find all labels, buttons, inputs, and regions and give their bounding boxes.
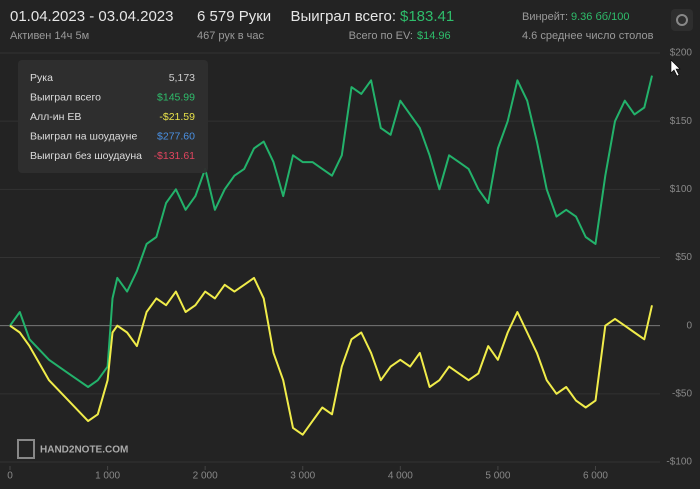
y-tick-label: $50: [675, 252, 692, 263]
settings-button[interactable]: [671, 9, 693, 31]
series-line: [9, 75, 653, 388]
tables: 4.6 среднее число столов: [522, 30, 654, 42]
tooltip-label: Выиграл всего: [30, 91, 101, 103]
logo-icon: [17, 439, 35, 459]
x-tick-label: 2 000: [193, 471, 218, 482]
ev-label: Всего по EV:: [349, 30, 413, 42]
x-tick-label: 0: [7, 471, 13, 482]
series-line: [9, 276, 653, 436]
settings-icon: [676, 14, 688, 26]
y-tick-label: $200: [670, 48, 693, 59]
ev-value: $14.96: [417, 30, 451, 42]
date-range: 01.04.2023 - 03.04.2023: [10, 8, 173, 25]
y-tick-label: -$50: [672, 388, 692, 399]
x-tick-label: 1 000: [95, 471, 120, 482]
tooltip-label: Выиграл без шоудауна: [30, 150, 142, 162]
tooltip-label: Рука: [30, 72, 53, 84]
y-tick-label: -$100: [666, 457, 692, 468]
winrate-value: 9.36 бб/100: [571, 11, 629, 23]
tooltip-value: $145.99: [157, 91, 195, 103]
tooltip-box: [18, 60, 208, 173]
y-tick-label: 0: [686, 320, 692, 331]
won-value: $183.41: [400, 8, 454, 25]
hands-per-hour: 467 рук в час: [197, 30, 265, 42]
x-tick-label: 6 000: [583, 471, 608, 482]
logo: HAND2NOTE.COM: [40, 445, 128, 456]
cursor: [670, 59, 681, 77]
y-tick-label: $150: [670, 116, 693, 127]
active-time: Активен 14ч 5м: [10, 30, 89, 42]
tooltip-label: Выиграл на шоудауне: [30, 130, 137, 142]
tooltip-value: -$131.61: [154, 150, 196, 162]
won-label: Выиграл всего:: [290, 8, 396, 25]
x-tick-label: 4 000: [388, 471, 413, 482]
winrate-label: Винрейт:: [522, 11, 568, 23]
x-tick-label: 5 000: [485, 471, 510, 482]
tooltip: Рука 5,173 Выиграл всего $145.99 Алл-ин EB -$…: [18, 60, 208, 173]
plot: -$100 -$50 0 $50 $100 $150 $200 0 1 000 2 000 3 00…: [0, 48, 692, 482]
tooltip-value: -$21.59: [159, 111, 195, 123]
tooltip-value: $277.60: [157, 130, 195, 142]
hands: 6 579 Руки: [197, 8, 271, 25]
y-tick-label: $100: [670, 184, 693, 195]
tooltip-label: Алл-ин EB: [30, 111, 81, 123]
tooltip-value: 5,173: [169, 72, 195, 84]
x-tick-label: 3 000: [290, 471, 315, 482]
